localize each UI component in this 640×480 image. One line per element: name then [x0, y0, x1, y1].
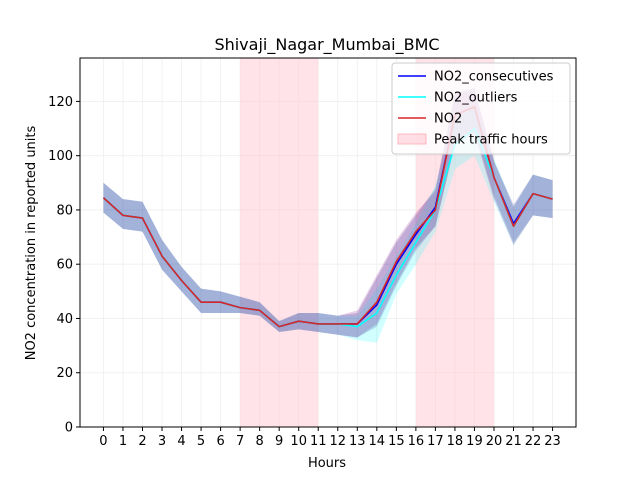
legend-label: NO2_outliers: [434, 91, 518, 106]
x-axis-label: Hours: [308, 456, 346, 471]
plot-frame: [79, 57, 577, 428]
x-tick-label: 1: [119, 434, 127, 449]
x-tick-label: 4: [177, 434, 185, 449]
x-tick-label: 17: [427, 434, 444, 449]
x-tick-label: 11: [310, 434, 327, 449]
x-tick-label: 22: [525, 434, 542, 449]
x-tick-label: 5: [197, 434, 205, 449]
x-tick-label: 23: [544, 434, 561, 449]
x-tick-label: 21: [505, 434, 522, 449]
x-tick-label: 8: [256, 434, 264, 449]
legend-label: NO2_consecutives: [434, 70, 554, 85]
y-axis-label: NO2 concentration in reported units: [24, 125, 39, 360]
x-tick-label: 14: [369, 434, 386, 449]
x-tick-label: 19: [466, 434, 483, 449]
x-tick-label: 18: [447, 434, 464, 449]
peak-traffic-span: [240, 58, 319, 427]
x-tick-label: 15: [388, 434, 405, 449]
x-tick-label: 2: [138, 434, 146, 449]
x-tick-label: 7: [236, 434, 244, 449]
x-tick-label: 20: [486, 434, 503, 449]
legend-label: NO2: [434, 112, 462, 127]
peak-traffic-spans: [240, 58, 494, 427]
x-tick-label: 13: [349, 434, 366, 449]
legend-box: [391, 62, 571, 155]
y-tick-label: 80: [56, 203, 73, 218]
x-axis-ticks: 0 1 2 3 4 5 6 7 8 9 10 11 12 13 14 15 16 17 18 19 20 21 22 23: [99, 427, 561, 449]
legend: NO2_consecutives NO2_outliers NO2 Peak traf…: [391, 62, 571, 155]
legend-label: Peak traffic hours: [434, 133, 548, 148]
x-tick-label: 3: [158, 434, 166, 449]
x-tick-label: 0: [99, 434, 107, 449]
x-tick-label: 6: [216, 434, 224, 449]
y-tick-label: 120: [48, 95, 73, 110]
y-axis-ticks: 0 20 40 60 80 100 120: [48, 95, 80, 436]
x-tick-label: 10: [290, 434, 307, 449]
legend-swatch: [397, 133, 427, 145]
chart-title: Shivaji_Nagar_Mumbai_BMC: [214, 35, 439, 55]
y-tick-label: 40: [56, 312, 73, 327]
y-tick-label: 100: [48, 149, 73, 164]
y-tick-label: 60: [56, 258, 73, 273]
y-tick-label: 0: [65, 421, 73, 436]
y-tick-label: 20: [56, 366, 73, 381]
x-tick-label: 9: [275, 434, 283, 449]
axes-frame: [79, 57, 577, 428]
x-tick-label: 16: [408, 434, 425, 449]
x-tick-label: 12: [329, 434, 346, 449]
